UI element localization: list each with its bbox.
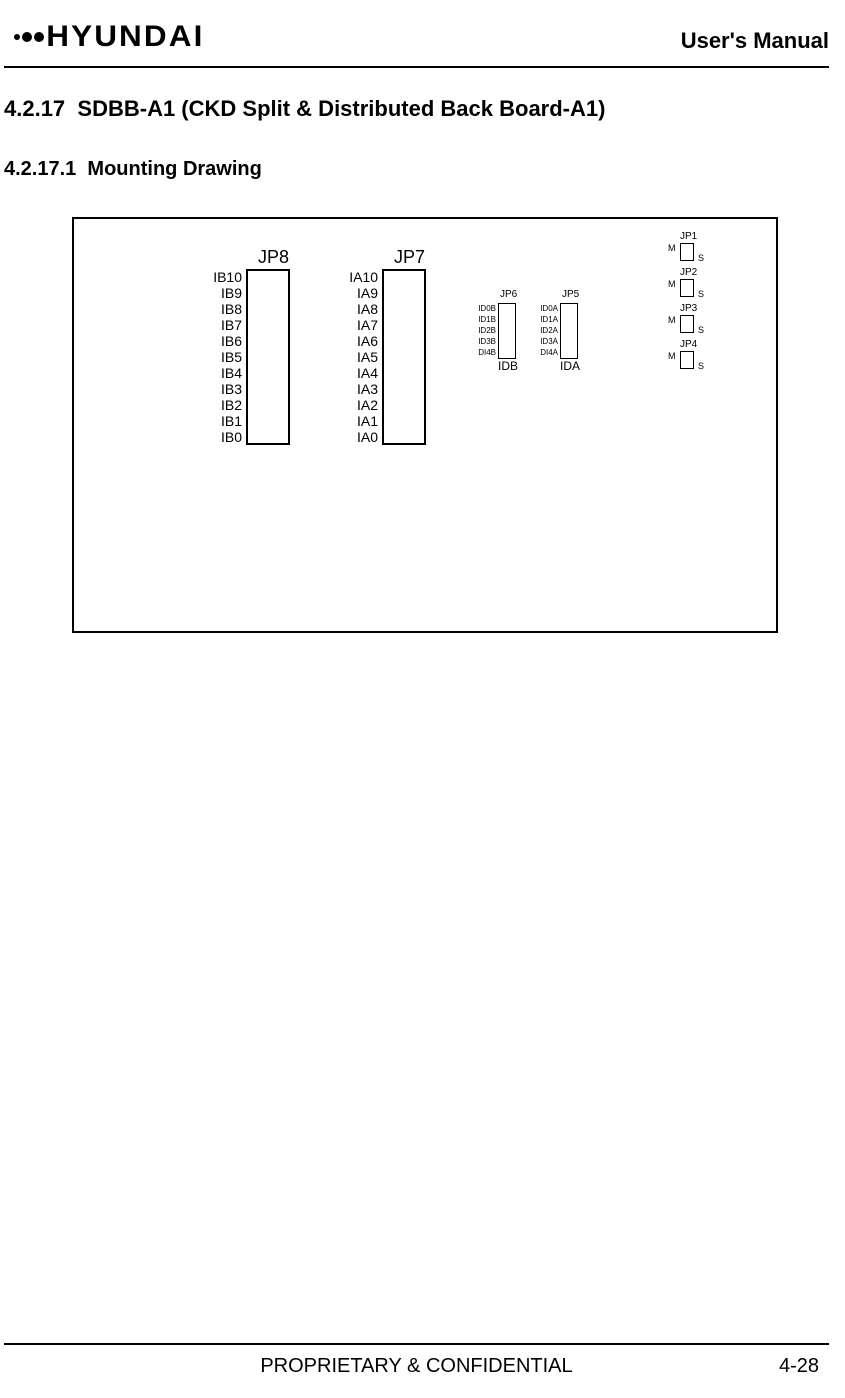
jp8-pin: IB4 (202, 365, 242, 381)
jp6-bottom-label: IDB (498, 359, 518, 373)
jp4-left: M (668, 351, 676, 361)
jp1-left: M (668, 243, 676, 253)
jp7-pin: IA4 (338, 365, 378, 381)
page-number: 4-28 (779, 1355, 819, 1378)
jp4-right: S (698, 361, 704, 371)
jp7-label: JP7 (394, 247, 425, 268)
jp3-label: JP3 (680, 303, 697, 314)
jp3-right: S (698, 325, 704, 335)
jp6-pins: ID0B ID1B ID2B ID3B DI4B (468, 303, 496, 358)
jp1-connector (680, 243, 694, 261)
divider-bottom (4, 1343, 829, 1345)
jp5-label: JP5 (562, 289, 579, 300)
jp2-right: S (698, 289, 704, 299)
jp7-pin: IA0 (338, 429, 378, 445)
jp3-connector (680, 315, 694, 333)
jp8-pin: IB6 (202, 333, 242, 349)
brand-logo: HYUNDAI (14, 20, 201, 54)
jp5-connector (560, 303, 578, 359)
divider-top (4, 66, 829, 68)
jp1-label: JP1 (680, 231, 697, 242)
jp7-pins: IA10 IA9 IA8 IA7 IA6 IA5 IA4 IA3 IA2 IA1… (338, 269, 378, 445)
jp2-connector (680, 279, 694, 297)
jp6-label: JP6 (500, 289, 517, 300)
footer: PROPRIETARY & CONFIDENTIAL 4-28 (4, 1343, 829, 1378)
jp1-right: S (698, 253, 704, 263)
jp2-label: JP2 (680, 267, 697, 278)
jp7-pin: IA6 (338, 333, 378, 349)
header: HYUNDAI User's Manual (4, 20, 829, 62)
jp8-pin: IB8 (202, 301, 242, 317)
mounting-diagram: JP8 IB10 IB9 IB8 IB7 IB6 IB5 IB4 IB3 IB2… (72, 217, 778, 633)
brand-name: HYUNDAI (46, 20, 204, 54)
jp6-pin: DI4B (468, 347, 496, 358)
jp8-pin: IB9 (202, 285, 242, 301)
jp7-pin: IA8 (338, 301, 378, 317)
jp5-pin: ID3A (530, 336, 558, 347)
jp5-pin: ID2A (530, 325, 558, 336)
jp5-pins: ID0A ID1A ID2A ID3A DI4A (530, 303, 558, 358)
footer-center: PROPRIETARY & CONFIDENTIAL (260, 1355, 572, 1378)
logo-dots-icon (14, 32, 44, 42)
section-title: 4.2.17 SDBB-A1 (CKD Split & Distributed … (4, 96, 829, 122)
jp4-connector (680, 351, 694, 369)
jp7-pin: IA10 (338, 269, 378, 285)
jp3-left: M (668, 315, 676, 325)
jp7-pin: IA3 (338, 381, 378, 397)
jp7-pin: IA5 (338, 349, 378, 365)
jp7-pin: IA7 (338, 317, 378, 333)
jp8-label: JP8 (258, 247, 289, 268)
jp8-pin: IB7 (202, 317, 242, 333)
jp5-pin: DI4A (530, 347, 558, 358)
jp8-pin: IB3 (202, 381, 242, 397)
jp7-pin: IA2 (338, 397, 378, 413)
jp8-pin: IB5 (202, 349, 242, 365)
jp5-pin: ID1A (530, 314, 558, 325)
jp6-connector (498, 303, 516, 359)
jp2-left: M (668, 279, 676, 289)
subsection-name: Mounting Drawing (87, 158, 261, 180)
jp5-pin: ID0A (530, 303, 558, 314)
jp6-pin: ID2B (468, 325, 496, 336)
footer-row: PROPRIETARY & CONFIDENTIAL 4-28 (4, 1355, 829, 1378)
jp5-bottom-label: IDA (560, 359, 580, 373)
jp8-pins: IB10 IB9 IB8 IB7 IB6 IB5 IB4 IB3 IB2 IB1… (202, 269, 242, 445)
jp7-pin: IA9 (338, 285, 378, 301)
jp8-pin: IB10 (202, 269, 242, 285)
jp6-pin: ID1B (468, 314, 496, 325)
jp7-pin: IA1 (338, 413, 378, 429)
subsection-number: 4.2.17.1 (4, 158, 76, 180)
jp4-label: JP4 (680, 339, 697, 350)
section-number: 4.2.17 (4, 96, 65, 121)
jp6-pin: ID0B (468, 303, 496, 314)
jp8-connector (246, 269, 290, 445)
jp8-pin: IB2 (202, 397, 242, 413)
jp6-pin: ID3B (468, 336, 496, 347)
page: HYUNDAI User's Manual 4.2.17 SDBB-A1 (CK… (0, 0, 845, 1398)
section-name: SDBB-A1 (CKD Split & Distributed Back Bo… (77, 96, 605, 121)
jp8-pin: IB1 (202, 413, 242, 429)
jp7-connector (382, 269, 426, 445)
header-right: User's Manual (681, 28, 829, 54)
subsection-title: 4.2.17.1 Mounting Drawing (4, 158, 829, 181)
jp8-pin: IB0 (202, 429, 242, 445)
